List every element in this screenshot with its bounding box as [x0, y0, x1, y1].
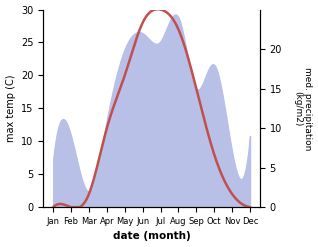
Y-axis label: max temp (C): max temp (C) [5, 75, 16, 142]
Y-axis label: med. precipitation
(kg/m2): med. precipitation (kg/m2) [293, 67, 313, 150]
X-axis label: date (month): date (month) [113, 231, 190, 242]
